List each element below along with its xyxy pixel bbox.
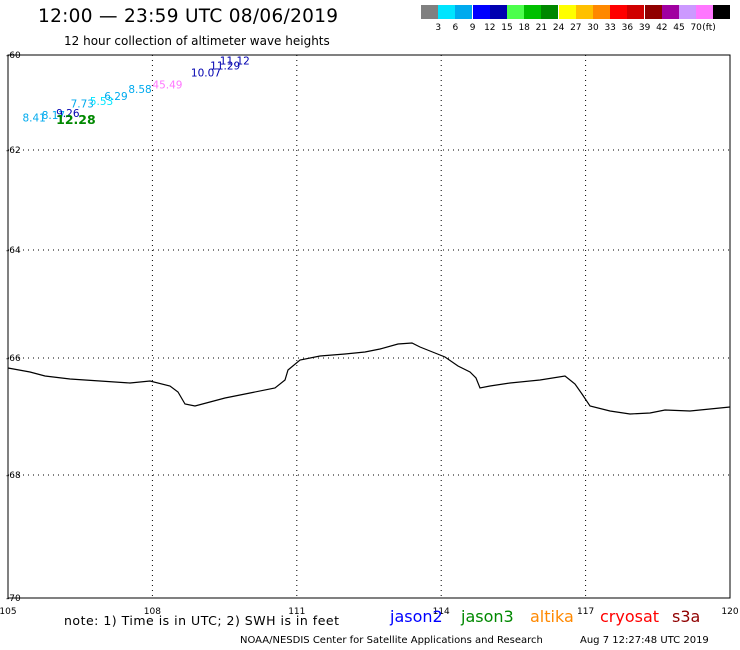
map-frame [7, 54, 731, 599]
color-swatch [455, 5, 473, 19]
color-scale-tick-label: 12 [484, 23, 496, 33]
color-swatch [627, 5, 645, 19]
generation-timestamp: Aug 7 12:27:48 UTC 2019 [580, 635, 709, 646]
longitude-label: 105 [0, 607, 17, 617]
color-scale-tick-label: 9 [469, 23, 476, 33]
color-scale-tick-label: 21 [535, 23, 548, 33]
color-swatch [472, 5, 490, 19]
color-swatch [421, 5, 438, 19]
satellite-label: s3a [672, 607, 701, 626]
color-swatch [524, 5, 542, 19]
latitude-label: -68 [6, 471, 21, 481]
color-scale-tick-label: 42 [656, 23, 668, 33]
wave-height-reading: 11.29 [210, 60, 240, 72]
longitude-label: 117 [577, 607, 594, 617]
color-swatch [661, 5, 679, 19]
wave-height-reading: 45.49 [152, 79, 182, 91]
color-swatch [696, 5, 714, 19]
color-swatch [541, 5, 559, 19]
color-swatch [679, 5, 696, 19]
color-swatch [489, 5, 507, 19]
wave-height-reading: 8.41 [22, 113, 45, 125]
wave-height-reading: 5.53 [90, 96, 113, 108]
latitude-label: -66 [6, 354, 21, 364]
color-swatch [507, 5, 524, 19]
page-subtitle: 12 hour collection of altimeter wave hei… [64, 34, 330, 48]
color-swatch [438, 5, 456, 19]
wave-height-reading-highlight: 12.28 [56, 112, 96, 127]
longitude-label: 120 [721, 607, 738, 617]
color-swatch [610, 5, 628, 19]
color-swatch [713, 5, 731, 19]
color-scale-tick-label: 45 [673, 23, 685, 33]
wave-height-reading: 9.26 [56, 108, 80, 120]
latitude-label: -62 [6, 146, 21, 156]
color-scale-tick-label: 39 [638, 23, 651, 33]
wave-height-reading: 8.17 [42, 110, 65, 122]
color-swatch [575, 5, 593, 19]
longitude-label: 114 [433, 607, 450, 617]
wave-height-reading: 6.29 [104, 91, 127, 103]
longitude-label: 108 [144, 607, 161, 617]
page-title: 12:00 — 23:59 UTC 08/06/2019 [38, 6, 339, 27]
wave-height-reading: 11.12 [220, 56, 250, 68]
color-scale-tick-label: 18 [518, 23, 530, 33]
color-scale-tick-label: 6 [452, 23, 459, 33]
color-scale-unit: (ft) [702, 23, 716, 33]
color-scale-tick-label: 70 [690, 23, 702, 33]
latitude-label: -60 [6, 51, 21, 61]
satellite-label: jason3 [461, 607, 514, 626]
longitude-label: 111 [288, 607, 305, 617]
latitude-label: -70 [6, 594, 21, 604]
satellite-label: cryosat [600, 607, 660, 626]
wave-height-reading: 7.73 [71, 98, 94, 110]
satellite-label: altika [530, 607, 574, 626]
color-scale-tick-label: 24 [552, 23, 565, 33]
coastline [7, 342, 731, 415]
wave-height-reading: 8.58 [128, 84, 151, 96]
color-scale-tick-label: 27 [570, 23, 582, 33]
color-scale-tick-label: 36 [621, 23, 634, 33]
footer-note: note: 1) Time is in UTC; 2) SWH is in fe… [64, 613, 340, 628]
color-scale-tick-label: 15 [501, 23, 513, 33]
wave-height-reading: 10.07 [191, 67, 221, 79]
color-swatch [644, 5, 662, 19]
color-scale-tick-label: 33 [604, 23, 616, 33]
latitude-label: -64 [6, 246, 21, 256]
credit-line: NOAA/NESDIS Center for Satellite Applica… [240, 635, 543, 646]
color-swatch [558, 5, 576, 19]
color-scale-tick-label: 30 [587, 23, 599, 33]
color-scale-tick-label: 3 [435, 23, 442, 33]
color-swatch [593, 5, 610, 19]
satellite-label: jason2 [390, 607, 443, 626]
